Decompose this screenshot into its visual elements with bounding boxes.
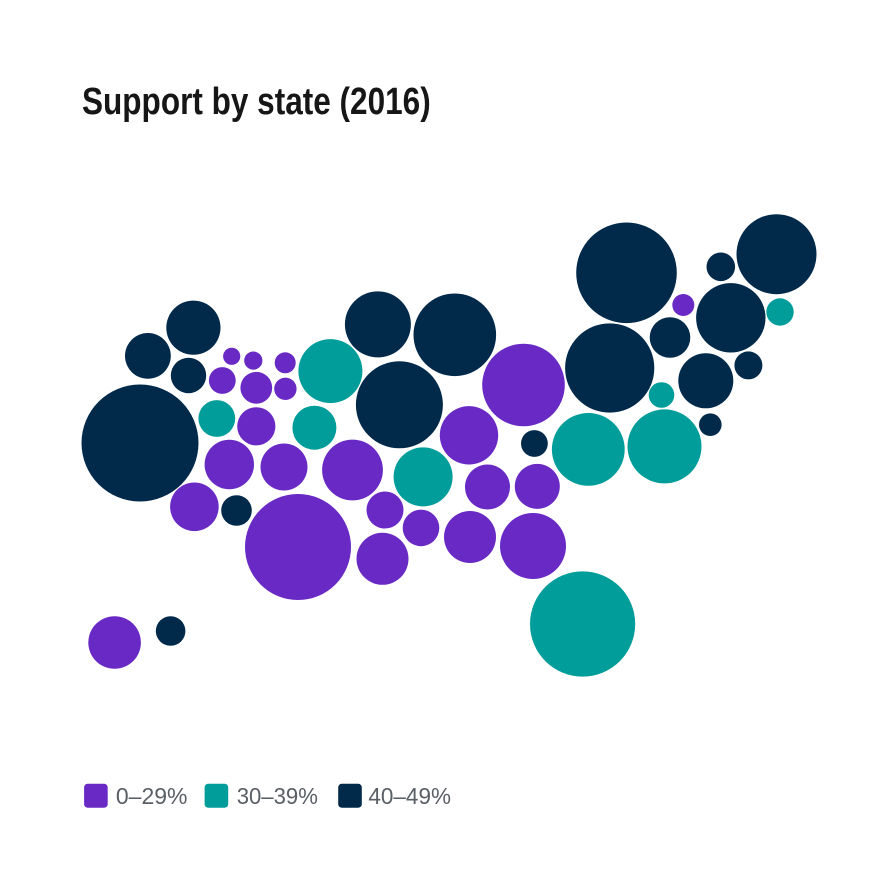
svg-text:0–29%: 0–29% <box>116 783 188 809</box>
svg-text:30–39%: 30–39% <box>237 783 318 809</box>
svg-text:Support by state (2016): Support by state (2016) <box>82 81 431 123</box>
svg-text:40–49%: 40–49% <box>368 783 451 809</box>
